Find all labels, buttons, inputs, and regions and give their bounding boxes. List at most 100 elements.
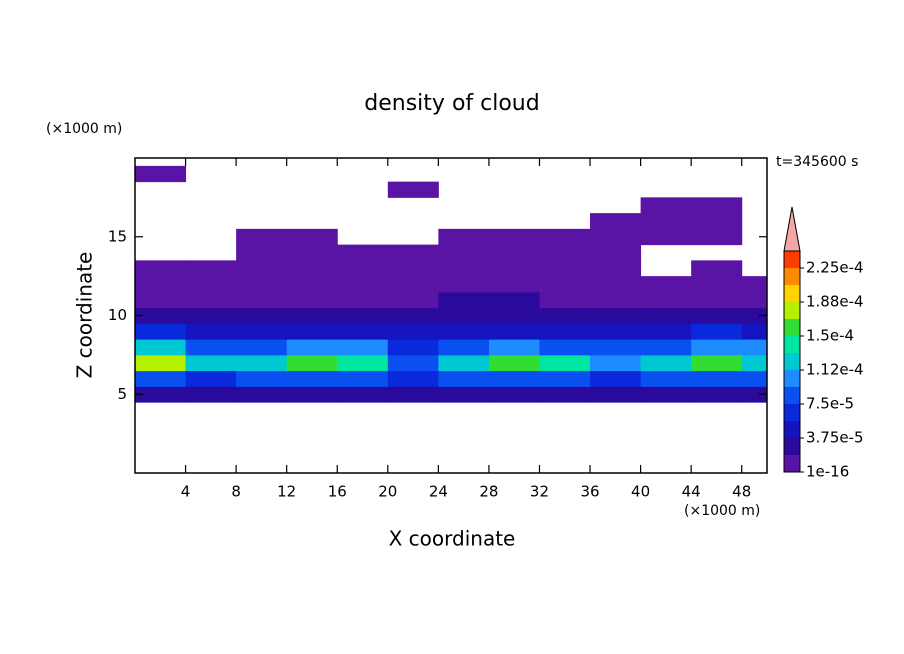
contour-cell — [539, 260, 591, 277]
contour-cell — [438, 354, 490, 372]
contour-cell — [691, 228, 743, 246]
colorbar-box — [784, 353, 800, 370]
contour-cell — [438, 228, 490, 246]
contour-cell — [337, 244, 389, 261]
contour-cell — [286, 370, 338, 387]
contour-cell — [387, 276, 439, 293]
contour-cell — [286, 354, 338, 372]
x-tick-label: 12 — [277, 483, 296, 501]
x-tick-label: 4 — [181, 483, 191, 501]
contour-cell — [337, 276, 389, 293]
contour-cell — [590, 323, 642, 340]
contour-cell — [488, 354, 540, 372]
contour-cell — [387, 307, 439, 324]
contour-cell — [590, 228, 642, 246]
x-tick-label: 24 — [429, 483, 448, 501]
y-axis-label: Z coordinate — [73, 252, 97, 379]
contour-cell — [640, 276, 692, 293]
contour-cell — [539, 307, 591, 324]
contour-cell — [590, 276, 642, 293]
colorbar-tick-label: 1.12e-4 — [806, 361, 864, 379]
x-tick-label: 48 — [732, 483, 751, 501]
contour-cell — [387, 339, 439, 356]
y-tick-label: 5 — [117, 385, 127, 403]
contour-cell — [185, 323, 237, 340]
contour-cell — [286, 260, 338, 277]
colorbar-tick-label: 1e-16 — [806, 463, 849, 481]
x-tick-label: 40 — [631, 483, 650, 501]
contour-cell — [691, 260, 743, 277]
contour-cell — [236, 228, 288, 246]
x-tick-label: 32 — [530, 483, 549, 501]
contour-cell — [640, 213, 692, 230]
contour-cell — [185, 307, 237, 324]
colorbar-tick-label: 7.5e-5 — [806, 395, 854, 413]
contour-cell — [286, 323, 338, 340]
contour-cell — [438, 276, 490, 293]
contour-cell — [691, 213, 743, 230]
contour-cell — [590, 260, 642, 277]
contour-cell — [590, 339, 642, 356]
contour-cell — [387, 323, 439, 340]
colorbar-tick-label: 1.5e-4 — [806, 327, 854, 345]
contour-cell — [539, 228, 591, 246]
contour-cell — [590, 354, 642, 372]
contour-cell — [438, 244, 490, 261]
contour-cell — [539, 291, 591, 309]
x-tick-label: 16 — [328, 483, 347, 501]
contour-cell — [438, 291, 490, 309]
contour-cell — [691, 276, 743, 293]
contour-cell — [691, 339, 743, 356]
contour-cell — [640, 386, 692, 403]
contour-cell — [590, 307, 642, 324]
colorbar-box — [784, 302, 800, 319]
contour-cell — [590, 213, 642, 230]
contour-cell — [438, 339, 490, 356]
contour-cell — [488, 323, 540, 340]
contour-cell — [640, 323, 692, 340]
contour-cell — [337, 370, 389, 387]
contour-cell — [640, 291, 692, 309]
contour-cell — [488, 228, 540, 246]
contour-cell — [741, 339, 767, 356]
contour-cell — [741, 291, 767, 309]
contour-cell — [438, 370, 490, 387]
contour-cell — [236, 291, 288, 309]
contour-cell — [337, 291, 389, 309]
contour-cell — [236, 386, 288, 403]
contour-cell — [185, 386, 237, 403]
contour-cell — [741, 323, 767, 340]
contour-cell — [590, 370, 642, 387]
colorbar-box — [784, 370, 800, 387]
contour-cell — [438, 386, 490, 403]
contour-cell — [590, 244, 642, 261]
contour-cell — [286, 307, 338, 324]
contour-cell — [337, 260, 389, 277]
contour-cell — [185, 339, 237, 356]
contour-cell — [135, 165, 187, 183]
colorbar-tick-label: 3.75e-5 — [806, 429, 864, 447]
contour-cell — [387, 370, 439, 387]
contour-cell — [539, 370, 591, 387]
contour-cell — [387, 291, 439, 309]
contour-cell — [539, 276, 591, 293]
contour-cell — [135, 260, 187, 277]
time-label: t=345600 s — [776, 154, 858, 170]
contour-cell — [488, 307, 540, 324]
contour-cell — [741, 354, 767, 372]
x-axis-label: X coordinate — [389, 527, 516, 551]
contour-cell — [185, 260, 237, 277]
contour-cell — [691, 370, 743, 387]
contour-cell — [185, 276, 237, 293]
contour-cell — [286, 339, 338, 356]
contour-cell — [135, 323, 187, 340]
colorbar-box — [784, 319, 800, 336]
contour-cell — [236, 339, 288, 356]
contour-cell — [135, 291, 187, 309]
colorbar-box — [784, 455, 800, 472]
contour-cell — [286, 291, 338, 309]
colorbar-box — [784, 251, 800, 268]
contour-cell — [337, 323, 389, 340]
contour-cell — [438, 323, 490, 340]
contour-cell — [488, 291, 540, 309]
